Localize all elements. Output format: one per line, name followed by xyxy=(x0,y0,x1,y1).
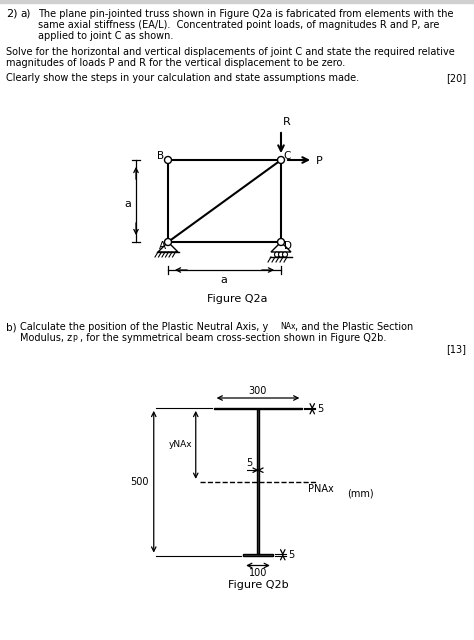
Circle shape xyxy=(283,252,288,257)
Text: 100: 100 xyxy=(249,568,267,579)
Text: same axial stiffness (EA/L).  Concentrated point loads, of magnitudes R and P, a: same axial stiffness (EA/L). Concentrate… xyxy=(38,20,439,30)
Text: B: B xyxy=(157,151,164,161)
Circle shape xyxy=(279,252,283,257)
Text: applied to joint C as shown.: applied to joint C as shown. xyxy=(38,31,173,41)
Text: 5: 5 xyxy=(317,404,323,413)
Text: Calculate the position of the Plastic Neutral Axis, y: Calculate the position of the Plastic Ne… xyxy=(20,322,268,332)
Polygon shape xyxy=(214,408,302,410)
Circle shape xyxy=(274,252,280,257)
Text: P: P xyxy=(316,156,323,166)
Text: 2): 2) xyxy=(6,9,18,19)
Text: R: R xyxy=(283,117,291,127)
Text: yNAx: yNAx xyxy=(169,440,193,449)
Text: a: a xyxy=(124,199,131,209)
Text: 5: 5 xyxy=(288,550,294,560)
Text: The plane pin-jointed truss shown in Figure Q2a is fabricated from elements with: The plane pin-jointed truss shown in Fig… xyxy=(38,9,454,19)
Text: [13]: [13] xyxy=(446,344,466,354)
Text: A: A xyxy=(159,241,166,251)
Text: Clearly show the steps in your calculation and state assumptions made.: Clearly show the steps in your calculati… xyxy=(6,73,359,83)
Text: a): a) xyxy=(20,9,30,19)
Text: Figure Q2a: Figure Q2a xyxy=(207,294,267,304)
Text: C: C xyxy=(283,151,291,161)
Text: NAx: NAx xyxy=(280,322,295,331)
Text: , for the symmetrical beam cross-section shown in Figure Q2b.: , for the symmetrical beam cross-section… xyxy=(80,333,386,343)
Text: p: p xyxy=(72,333,77,342)
Circle shape xyxy=(277,239,284,246)
Polygon shape xyxy=(243,554,273,556)
Text: 500: 500 xyxy=(130,477,149,487)
Text: Solve for the horizontal and vertical displacements of joint C and state the req: Solve for the horizontal and vertical di… xyxy=(6,47,455,57)
Text: magnitudes of loads P and R for the vertical displacement to be zero.: magnitudes of loads P and R for the vert… xyxy=(6,58,345,68)
Text: Figure Q2b: Figure Q2b xyxy=(228,580,288,591)
Text: b): b) xyxy=(6,322,17,332)
Text: (mm): (mm) xyxy=(347,488,374,499)
Text: , and the Plastic Section: , and the Plastic Section xyxy=(295,322,413,332)
Polygon shape xyxy=(257,410,259,554)
Text: Modulus, z: Modulus, z xyxy=(20,333,72,343)
Circle shape xyxy=(164,157,172,163)
Text: 300: 300 xyxy=(249,386,267,396)
Text: PNAx: PNAx xyxy=(308,484,334,493)
Circle shape xyxy=(164,239,172,246)
Text: D: D xyxy=(284,241,292,251)
Text: [20]: [20] xyxy=(446,73,466,83)
Text: 5: 5 xyxy=(246,458,252,468)
Circle shape xyxy=(277,157,284,163)
Text: a: a xyxy=(220,275,228,285)
